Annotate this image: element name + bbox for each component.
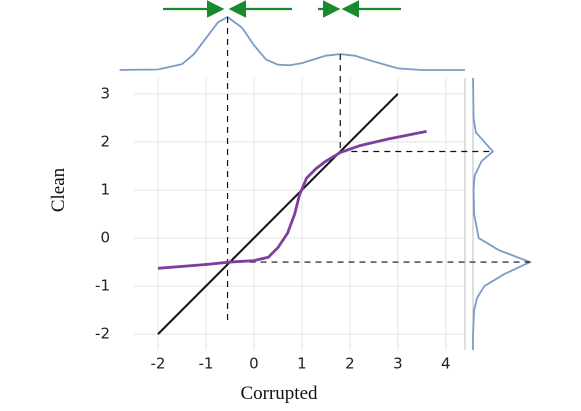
x-tick-label: 0 (249, 355, 259, 373)
top-density (119, 15, 465, 71)
y-tick-label: 0 (100, 229, 110, 247)
x-axis-label: Corrupted (240, 383, 318, 404)
x-tick-label: -2 (151, 355, 166, 373)
right-density (472, 77, 533, 350)
y-tick-label: 3 (100, 84, 110, 102)
x-tick-label: 4 (441, 355, 451, 373)
x-tick-label: 3 (393, 355, 403, 373)
y-tick-label: -1 (95, 277, 110, 295)
x-tick-label: 1 (297, 355, 307, 373)
y-tick-label: 1 (100, 180, 110, 198)
x-tick-label: 2 (345, 355, 355, 373)
series-line (157, 129, 427, 270)
y-axis-label: Clean (48, 167, 69, 212)
x-tick-label: -1 (198, 355, 213, 373)
series-line (157, 93, 399, 335)
y-tick-label: -2 (95, 325, 110, 343)
y-tick-label: 2 (100, 132, 110, 150)
